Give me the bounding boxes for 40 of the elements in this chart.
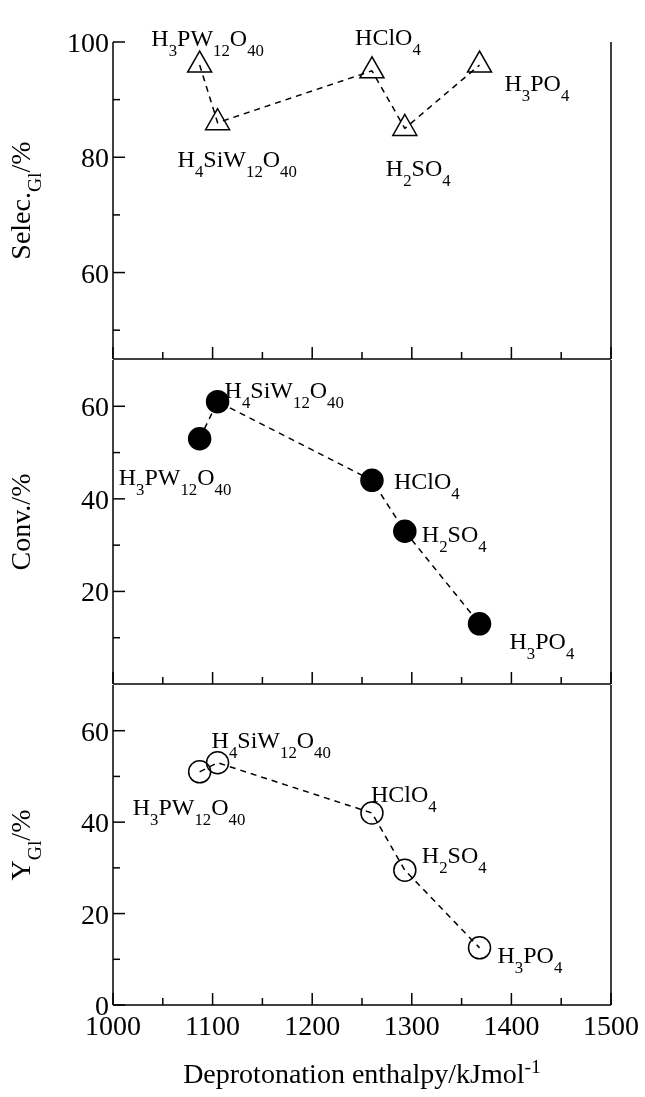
annotation: H$_{4}$SiW$_{12}$O$_{40}$: [177, 145, 297, 181]
x-tick-label: 1400: [483, 1010, 540, 1041]
point: [187, 426, 212, 451]
y-tick-label: 20: [81, 898, 109, 930]
y-tick-label: 40: [81, 483, 109, 515]
y-tick-label: 60: [81, 391, 109, 423]
annotation: HClO$_{4}$: [370, 781, 438, 816]
y-tick-label: 80: [81, 142, 109, 174]
point: [467, 936, 492, 960]
annotation: HClO$_{4}$: [355, 23, 422, 59]
annotation: H$_{3}$PO$_{4}$: [504, 70, 570, 105]
annotation: H$_{4}$SiW$_{12}$O$_{40}$: [224, 376, 344, 412]
point: [360, 468, 384, 493]
annotation: H$_{3}$PW$_{12}$O$_{40}$: [132, 793, 246, 829]
annotation: HClO$_{4}$: [393, 468, 461, 503]
y-tick-label: 60: [81, 715, 109, 747]
point: [187, 760, 212, 784]
y-tick-label: 40: [81, 807, 109, 839]
annotation: H$_{3}$PO$_{4}$: [497, 941, 563, 977]
point: [360, 801, 384, 825]
point: [393, 519, 417, 544]
annotation: H$_{3}$PW$_{12}$O$_{40}$: [151, 25, 264, 60]
x-tick-label: 1100: [185, 1010, 241, 1041]
x-tick-label: 1300: [383, 1010, 440, 1041]
x-tick-label: 1500: [583, 1010, 639, 1041]
annotation: H$_{2}$SO$_{4}$: [385, 155, 452, 190]
y-tick-label: 60: [81, 257, 109, 289]
point: [393, 858, 417, 882]
annotation: H$_{3}$PO$_{4}$: [509, 627, 575, 663]
annotation: H$_{4}$SiW$_{12}$O$_{40}$: [211, 726, 331, 762]
y-axis-title: Conv./%: [5, 473, 36, 571]
point: [205, 750, 230, 775]
y-tick-label: 20: [81, 576, 109, 608]
point: [467, 612, 492, 636]
annotation: H$_{2}$SO$_{4}$: [421, 842, 488, 877]
annotation: H$_{3}$PW$_{12}$O$_{40}$: [118, 463, 232, 499]
y-tick-label: 100: [67, 27, 109, 58]
annotation: H$_{2}$SO$_{4}$: [421, 521, 488, 556]
x-tick-label: 1200: [284, 1010, 341, 1041]
x-axis-title: Deprotonation enthalpy/kJmol$^{-1}$: [183, 1055, 541, 1089]
